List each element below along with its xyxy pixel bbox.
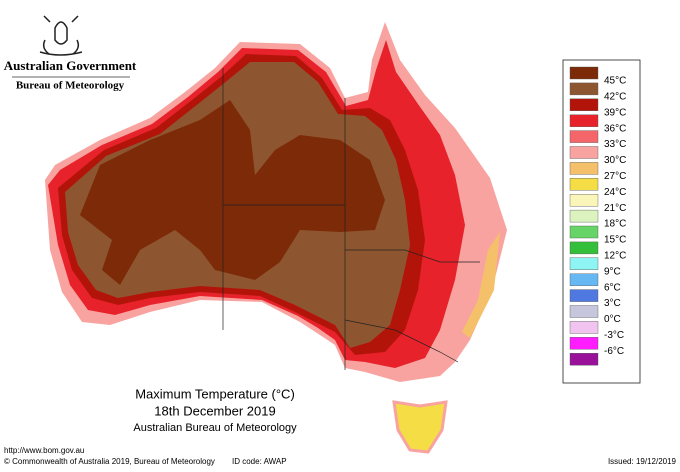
government-name: Australian Government [4, 58, 137, 73]
legend-label: 24°C [604, 187, 626, 198]
legend-label: 33°C [604, 139, 626, 150]
legend-label: 15°C [604, 235, 626, 246]
legend-label: 21°C [604, 203, 626, 214]
legend-swatch [569, 178, 599, 191]
legend-label: 18°C [604, 219, 626, 230]
legend-swatch [569, 162, 599, 175]
legend-swatch [569, 337, 599, 350]
footer-id: ID code: AWAP [232, 457, 287, 466]
legend-swatch [569, 241, 599, 255]
legend-swatch [569, 321, 599, 334]
legend-label: 6°C [604, 282, 621, 293]
map-title: Maximum Temperature (°C) [135, 386, 295, 401]
legend-label: 9°C [604, 266, 621, 277]
legend-swatch [569, 353, 599, 366]
legend-swatch [569, 98, 599, 112]
footer-url: http://www.bom.gov.au [4, 446, 84, 455]
footer-issued: Issued: 19/12/2019 [608, 457, 677, 466]
east-coast-cool [462, 232, 500, 338]
legend-swatch [569, 257, 599, 270]
australia-map [45, 22, 507, 382]
legend-swatch [569, 305, 599, 318]
map-date: 18th December 2019 [154, 403, 275, 418]
legend-label: 3°C [604, 298, 621, 309]
agency-name: Bureau of Meteorology [16, 80, 125, 92]
state-borders [222, 68, 480, 370]
footer-copyright: © Commonwealth of Australia 2019, Bureau… [4, 457, 215, 466]
legend-swatch [569, 209, 599, 223]
legend-label: 42°C [604, 92, 626, 103]
legend-swatch [569, 82, 599, 96]
legend-label: -3°C [604, 330, 624, 341]
legend-swatch [569, 193, 599, 207]
legend-label: 45°C [604, 76, 626, 87]
legend-label: 36°C [604, 123, 626, 134]
legend-swatch [569, 289, 599, 302]
crest [39, 15, 83, 56]
legend-swatch [569, 130, 599, 143]
legend-swatch [569, 146, 599, 159]
legend-label: 30°C [604, 155, 626, 166]
legend-label: -6°C [604, 346, 624, 357]
legend-label: 0°C [604, 314, 621, 325]
legend-swatch [569, 225, 599, 239]
legend: 45°C 42°C 39°C 36°C 33°C 30°C 27°C 24°C 21°C 18°C… [562, 59, 641, 384]
extreme-area [80, 100, 385, 285]
legend-label: 39°C [604, 107, 626, 118]
legend-swatch [569, 273, 599, 286]
map-source: Australian Bureau of Meteorology [133, 422, 297, 434]
legend-label: 27°C [604, 171, 626, 182]
legend-label: 12°C [604, 251, 626, 262]
legend-swatch [569, 66, 599, 80]
legend-swatch [569, 114, 599, 127]
tasmania [392, 400, 448, 454]
